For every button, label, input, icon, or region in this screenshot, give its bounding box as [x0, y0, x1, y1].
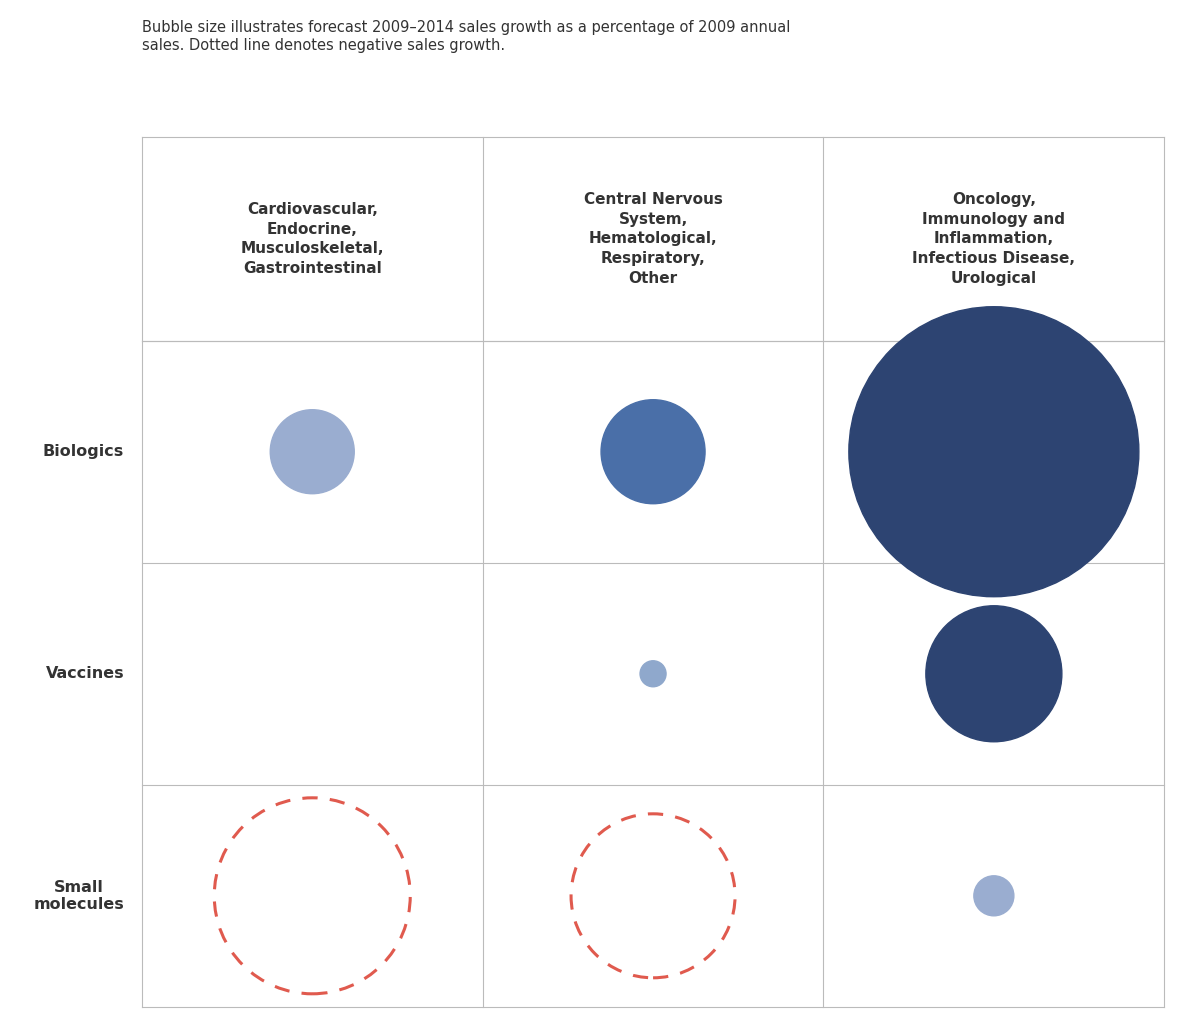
Text: Biologics: Biologics: [43, 444, 124, 460]
Text: Central Nervous
System,
Hematological,
Respiratory,
Other: Central Nervous System, Hematological, R…: [584, 192, 722, 286]
Ellipse shape: [974, 876, 1014, 915]
Text: Bubble size illustrates forecast 2009–2014 sales growth as a percentage of 2009 : Bubble size illustrates forecast 2009–20…: [142, 20, 791, 53]
Text: Cardiovascular,
Endocrine,
Musculoskeletal,
Gastrointestinal: Cardiovascular, Endocrine, Musculoskelet…: [240, 201, 384, 277]
Text: Small
molecules: Small molecules: [33, 880, 124, 912]
Ellipse shape: [926, 606, 1061, 741]
Text: Oncology,
Immunology and
Inflammation,
Infectious Disease,
Urological: Oncology, Immunology and Inflammation, I…: [913, 192, 1076, 286]
Ellipse shape: [849, 307, 1139, 597]
Ellipse shape: [641, 661, 665, 686]
Ellipse shape: [602, 400, 704, 503]
Text: Vaccines: Vaccines: [45, 666, 124, 681]
Ellipse shape: [271, 410, 355, 493]
